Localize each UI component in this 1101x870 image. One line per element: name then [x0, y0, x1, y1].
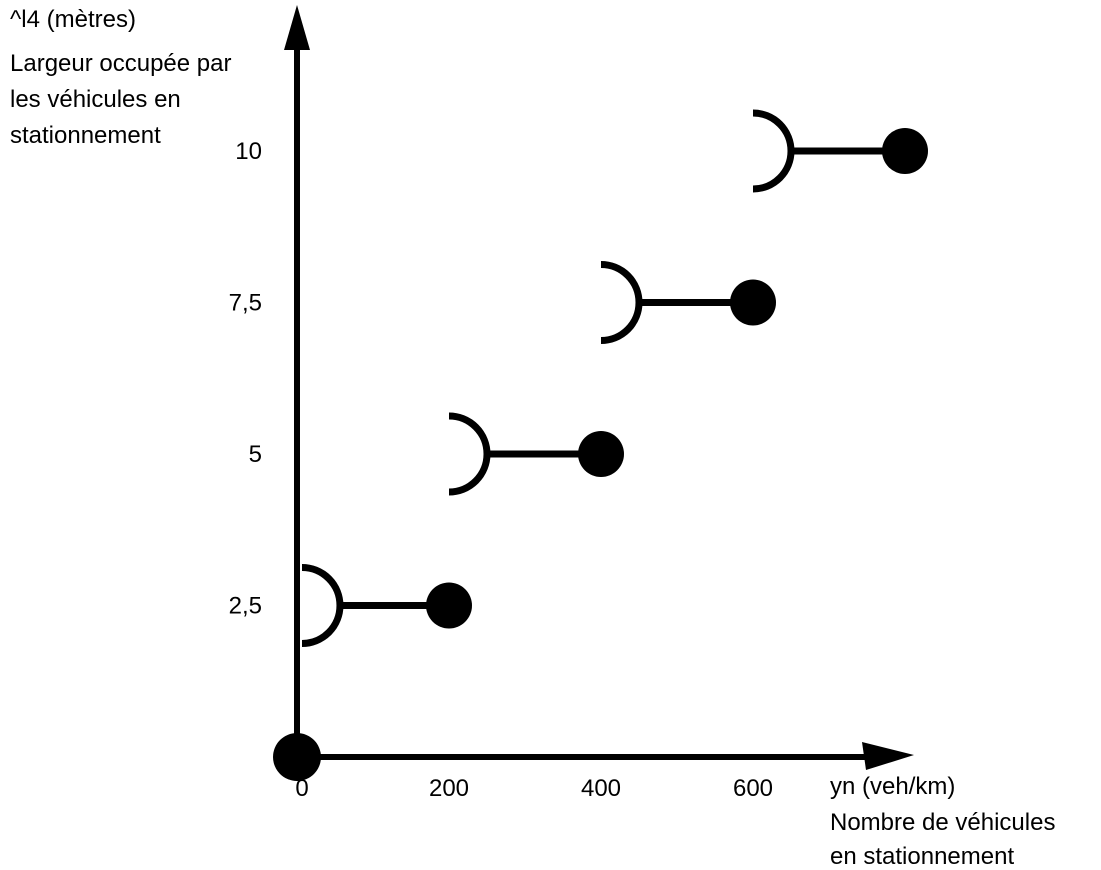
y-axis-arrowhead [284, 5, 310, 50]
open-endpoint-bracket [600, 261, 643, 344]
x-axis-title-line-2: en stationnement [830, 843, 1014, 870]
y-tick-label: 5 [249, 441, 262, 468]
x-tick-label: 400 [581, 775, 621, 802]
y-tick-label: 7,5 [229, 290, 262, 317]
x-tick-label: 0 [295, 775, 308, 802]
origin-point [273, 733, 321, 781]
chart-marks [273, 109, 928, 781]
x-tick-label: 600 [733, 775, 773, 802]
tick-labels: 0 200 400 600 2,5 5 7,5 10 [229, 138, 773, 802]
closed-endpoint-dot [578, 431, 624, 477]
open-endpoint-bracket [301, 564, 344, 647]
open-endpoint-bracket [448, 412, 491, 496]
x-axis-unit-label: yn (veh/km) [830, 773, 955, 800]
y-tick-label: 2,5 [229, 593, 262, 620]
x-axis-arrowhead [862, 742, 914, 770]
y-axis-title-line-2: les véhicules en [10, 86, 181, 113]
y-axis-title-line-3: stationnement [10, 122, 161, 149]
closed-endpoint-dot [730, 279, 776, 326]
y-axis-title-line-1: Largeur occupée par [10, 50, 231, 77]
y-tick-label: 10 [235, 138, 262, 165]
closed-endpoint-dot [882, 128, 928, 174]
x-tick-label: 200 [429, 775, 469, 802]
y-axis-unit-label: ^l4 (mètres) [10, 6, 136, 33]
open-endpoint-bracket [752, 109, 795, 193]
closed-endpoint-dot [426, 582, 472, 629]
x-axis-title-line-1: Nombre de véhicules [830, 809, 1055, 836]
